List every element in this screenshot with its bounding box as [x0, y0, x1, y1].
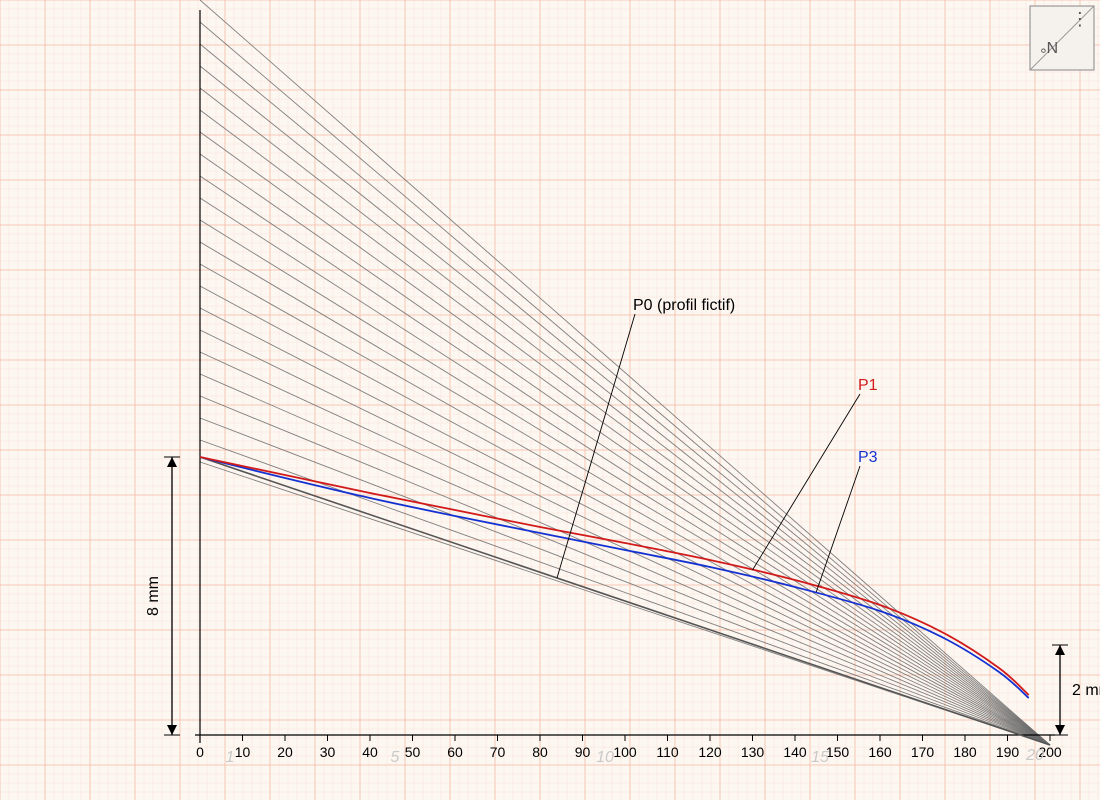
figure-root: 0102030405060708090100110120130140150160…	[0, 0, 1100, 800]
x-tick-label: 100	[613, 744, 637, 760]
x-tick-label: 180	[953, 744, 977, 760]
x-tick-label: 30	[320, 744, 336, 760]
corner-badge-text: N°	[1040, 38, 1058, 55]
x-tick-label: 190	[996, 744, 1020, 760]
pencil-mark: 5	[391, 749, 400, 766]
dim-right-label: 2 mm	[1072, 682, 1100, 699]
label-P0: P0 (profil fictif)	[633, 297, 735, 314]
label-P3: P3	[858, 449, 878, 466]
x-tick-label: 80	[532, 744, 548, 760]
x-tick-label: 70	[490, 744, 506, 760]
x-tick-label: 140	[783, 744, 807, 760]
dim-left-label: 8 mm	[145, 576, 162, 616]
x-tick-label: 120	[698, 744, 722, 760]
pencil-mark: 20	[1025, 747, 1044, 764]
x-tick-label: 50	[405, 744, 421, 760]
x-tick-label: 110	[656, 744, 679, 760]
x-tick-label: 0	[196, 744, 204, 760]
label-P1: P1	[858, 377, 878, 394]
x-tick-label: 90	[575, 744, 591, 760]
pencil-mark: 15	[811, 749, 829, 766]
x-tick-label: 10	[235, 744, 251, 760]
x-tick-label: 20	[277, 744, 293, 760]
x-tick-label: 60	[447, 744, 463, 760]
x-tick-label: 40	[362, 744, 378, 760]
corner-badge-dots: ⋮	[1071, 9, 1089, 29]
x-tick-label: 150	[826, 744, 850, 760]
pencil-mark: 10	[596, 749, 614, 766]
figure-svg: 0102030405060708090100110120130140150160…	[0, 0, 1100, 800]
pencil-mark: 1	[226, 749, 235, 766]
x-tick-label: 130	[741, 744, 765, 760]
x-tick-label: 160	[868, 744, 892, 760]
x-tick-label: 170	[911, 744, 935, 760]
corner-badge: N° ⋮	[1030, 6, 1094, 70]
